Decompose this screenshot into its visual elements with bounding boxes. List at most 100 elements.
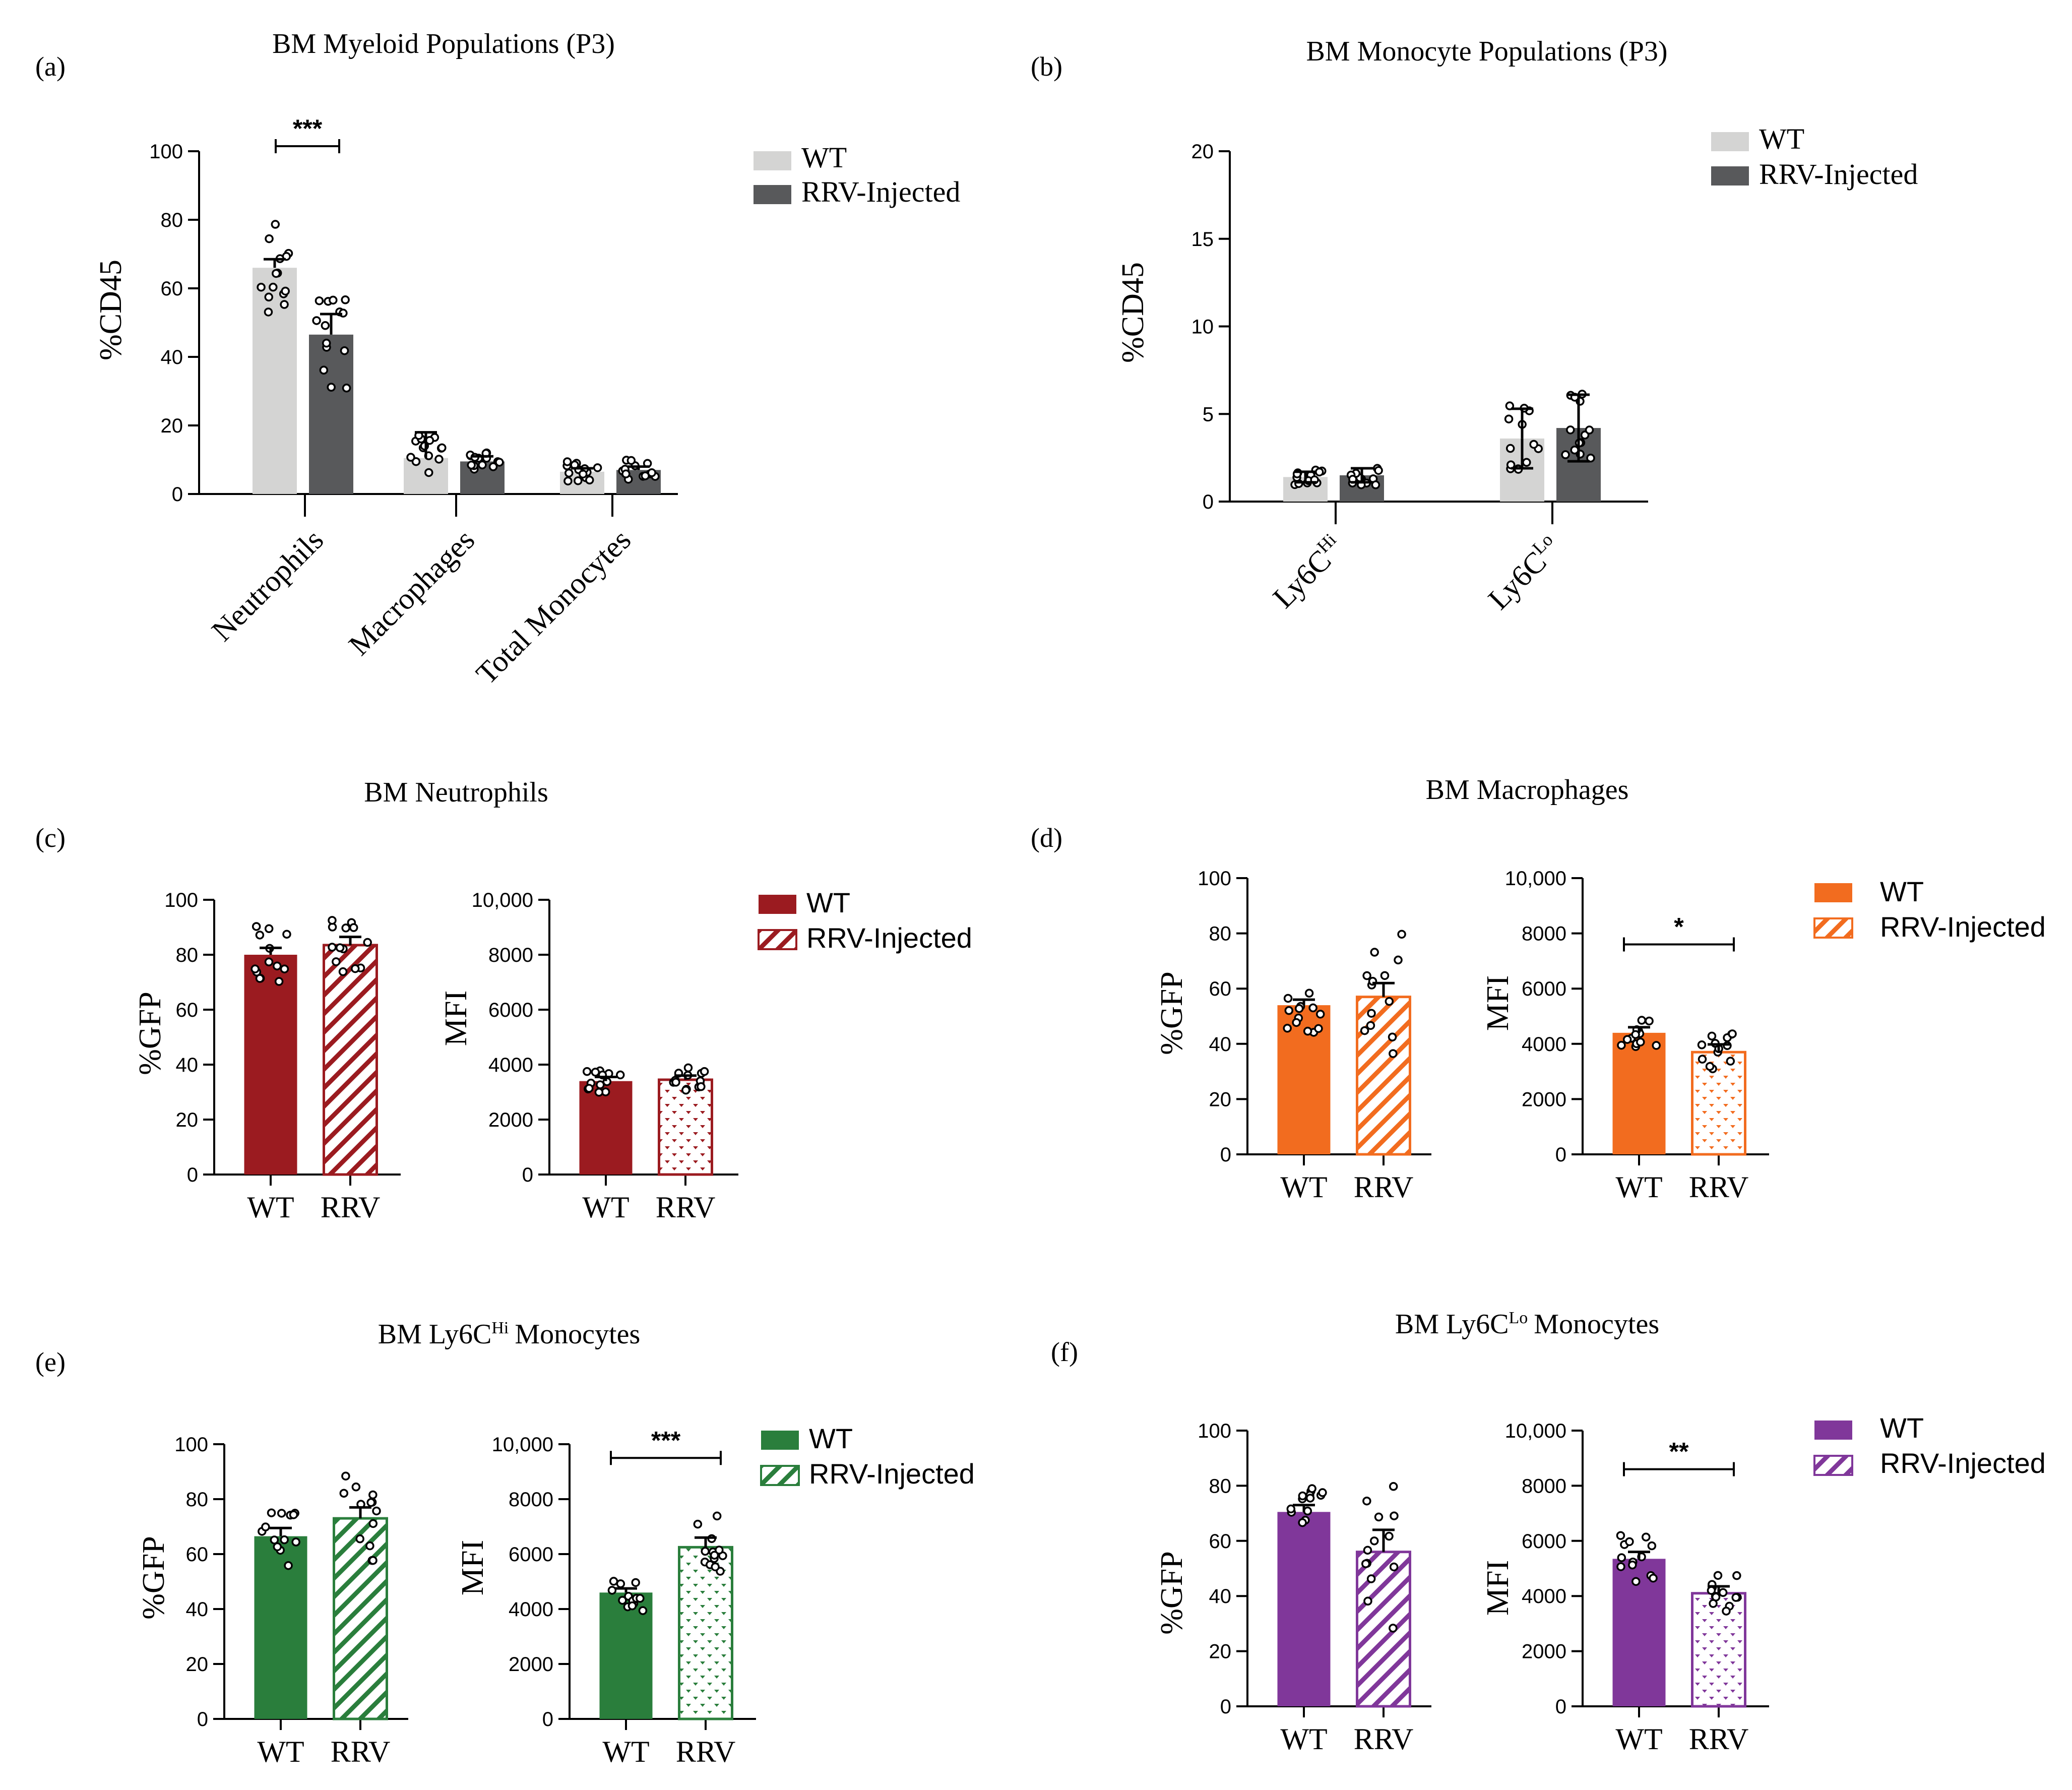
panel-d-mfi-bar	[1612, 1032, 1666, 1154]
panel-c-mfi-point	[683, 1063, 693, 1073]
panel-c-gfp-bar	[244, 955, 297, 1175]
panel-b-category-label: Ly6CLo	[1481, 529, 1567, 615]
panel-e-label: (e)	[35, 1347, 66, 1377]
panel-a-point	[269, 282, 278, 292]
legend-a-wt-swatch	[754, 151, 791, 170]
panel-d-gfp-category-label: WT	[1280, 1170, 1327, 1204]
legend-d-rrv-swatch	[1813, 917, 1853, 939]
panel-f-mfi-point	[1713, 1571, 1723, 1580]
panel-f-mfi-point	[1617, 1553, 1626, 1562]
panel-f-gfp-point	[1361, 1559, 1370, 1568]
panel-c-mfi-point	[671, 1078, 680, 1087]
panel-c-gfp-category-label: RRV	[321, 1191, 381, 1224]
panel-b-ytick-label: 5	[1203, 403, 1214, 425]
panel-c-gfp-ytick-label: 20	[176, 1109, 199, 1131]
panel-d-gfp-point	[1294, 1004, 1304, 1013]
panel-f-gfp-point	[1305, 1494, 1315, 1503]
panel-e-gfp-point	[368, 1519, 378, 1528]
panel-d-gfp-point	[1385, 997, 1394, 1006]
panel-d-gfp-point	[1304, 989, 1314, 998]
panel-f-mfi-point	[1732, 1571, 1741, 1580]
panel-d-gfp-point	[1283, 1024, 1292, 1033]
panel-f-mfi-ytick-label: 10,000	[1505, 1420, 1566, 1442]
panel-b-point	[1374, 466, 1383, 475]
panel-e-mfi-ytick-label: 0	[542, 1708, 553, 1731]
panel-f-gfp-point	[1390, 1511, 1399, 1520]
panel-e-gfp-point	[339, 1489, 349, 1498]
panel-d-gfp-point	[1283, 994, 1293, 1003]
panel-d-gfp-point	[1366, 1021, 1375, 1030]
panel-e-mfi-category-label: RRV	[676, 1735, 736, 1768]
panel-f-gfp-bar	[1356, 1551, 1411, 1708]
panel-a-point	[271, 220, 280, 229]
panel-f-gfp-ytick-label: 60	[1209, 1530, 1232, 1553]
panel-d-mfi-significance: *	[1674, 913, 1684, 941]
panel-d-mfi-point	[1631, 1030, 1640, 1039]
panel-c-gfp-point	[351, 964, 360, 973]
panel-f-title: BM Ly6CLo Monocytes	[1395, 1309, 1659, 1340]
panel-e-mfi-point	[631, 1578, 640, 1587]
legend-e-wt-swatch	[761, 1431, 799, 1450]
panel-f-gfp-category-label: RRV	[1354, 1722, 1414, 1756]
legend-c-wt-swatch	[759, 895, 796, 914]
panel-a-point	[564, 468, 574, 478]
panel-e-mfi-point	[636, 1594, 645, 1603]
panel-b-point	[1586, 453, 1595, 463]
panel-e-mfi-point	[711, 1562, 720, 1572]
panel-d-gfp-point	[1284, 1006, 1294, 1015]
panel-a-ytick-label: 40	[161, 346, 183, 368]
panel-f-legend: WT RRV-Injected	[1813, 1412, 2046, 1479]
panel-e-gfp-ytick-label: 20	[186, 1653, 209, 1676]
panel-a-point	[341, 295, 350, 304]
panel-d-mfi-point	[1728, 1029, 1737, 1038]
panel-c-gfp-ytick-label: 100	[164, 889, 198, 911]
panel-f-gfp-point	[1389, 1624, 1398, 1633]
panel-d-gfp-point	[1380, 971, 1390, 980]
panel-d-gfp-point	[1314, 1024, 1323, 1033]
panel-e-gfp-point	[341, 1471, 350, 1480]
panel-a-point	[437, 443, 447, 453]
panel-f-mfi-point	[1731, 1593, 1740, 1602]
panel-f-mfi-point	[1709, 1599, 1718, 1608]
panel-c-gfp-point	[274, 977, 284, 986]
panel-f-plot: 0 20 40 60 80 100 WT RRV 0 2000 4000 6000 8000 10,000…	[1198, 1420, 1769, 1756]
panel-d-gfp-point	[1308, 1003, 1317, 1013]
panel-f-gfp-ytick-label: 20	[1209, 1641, 1232, 1663]
panel-a-point	[265, 234, 274, 243]
panel-d-mfi-ytick-label: 2000	[1522, 1088, 1566, 1110]
panel-c-gfp-point	[255, 974, 265, 983]
legend-f-rrv-swatch	[1813, 1455, 1853, 1476]
panel-a-point	[281, 286, 290, 296]
panel-c-gfp-ytick-label: 60	[176, 999, 199, 1021]
panel-f-gfp-ylabel: %GFP	[1155, 1551, 1189, 1634]
panel-a-plot: 0 20 40 60 80 100 Neutrophils MacrophagesTotal …	[149, 114, 678, 691]
panel-e-gfp-point	[289, 1510, 298, 1519]
panel-a-point	[264, 307, 273, 317]
panel-c-plot: 0 20 40 60 80 100 WT RRV 0 2000 4000 6000 8000 10,000…	[164, 889, 738, 1224]
panel-e-gfp-ytick-label: 40	[186, 1598, 209, 1621]
panel-a-point	[593, 463, 602, 472]
panel-c-mfi-ytick-label: 0	[522, 1164, 533, 1186]
panel-e-gfp-ytick-label: 0	[197, 1708, 208, 1731]
panel-a-point	[312, 316, 321, 325]
panel-e-gfp-point	[284, 1561, 293, 1570]
panel-a-point	[647, 468, 656, 477]
panel-f-mfi-point	[1642, 1532, 1651, 1541]
panel-e-mfi-ytick-label: 2000	[509, 1653, 553, 1676]
panel-c-gfp-point	[363, 938, 372, 947]
panel-a-point	[319, 365, 329, 375]
panel-d-gfp-point	[1367, 1009, 1376, 1018]
panel-f-mfi-point	[1616, 1562, 1625, 1571]
panel-a-point	[488, 462, 498, 471]
panel-a-bar	[309, 334, 353, 494]
panel-c: (c) BM Neutrophils %GFP MFI 0 20 40 60 80 100…	[35, 777, 972, 1224]
panel-a-point	[329, 295, 338, 305]
panel-e: (e) BM Ly6CHi Monocytes %GFP MFI 0 20 40 60 8…	[35, 1319, 975, 1768]
panel-c-gfp-point	[252, 922, 261, 931]
panel-e-mfi-point	[616, 1579, 625, 1588]
panel-f-gfp-point	[1389, 1562, 1399, 1572]
panel-f-gfp-ytick-label: 0	[1220, 1696, 1231, 1718]
panel-c-label: (c)	[35, 823, 66, 853]
panel-c-mfi-category-label: RRV	[656, 1191, 716, 1224]
